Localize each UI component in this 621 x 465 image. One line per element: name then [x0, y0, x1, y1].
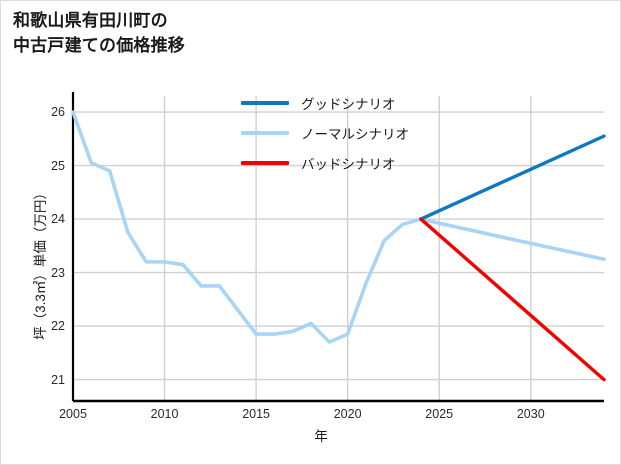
y-tick-label: 22 [51, 319, 65, 334]
legend-swatch-icon [241, 131, 289, 135]
y-tick-label: 23 [51, 265, 65, 280]
data-series-group [71, 110, 606, 382]
legend-label: バッドシナリオ [301, 157, 396, 172]
legend-swatch-icon [241, 101, 289, 105]
y-tick-label: 26 [51, 105, 65, 120]
x-tick-label: 2025 [425, 407, 454, 421]
chart-title: 和歌山県有田川町の 中古戸建ての価格推移 [13, 11, 185, 55]
legend-label: ノーマルシナリオ [301, 127, 409, 142]
y-tick-label: 25 [51, 158, 65, 173]
chart-legend: グッドシナリオ ノーマルシナリオ バッドシナリオ [241, 93, 409, 173]
x-tick-label: 2020 [333, 407, 362, 421]
legend-item[interactable]: ノーマルシナリオ [241, 123, 409, 143]
y-tick-label: 24 [51, 212, 65, 227]
legend-label: グッドシナリオ [301, 97, 396, 112]
y-tick-label: 21 [51, 372, 65, 387]
x-tick-label: 2015 [242, 407, 270, 421]
legend-item[interactable]: バッドシナリオ [241, 153, 409, 173]
legend-swatch-icon [241, 161, 289, 165]
x-tick-label: 2030 [516, 407, 545, 421]
x-tick-label: 2005 [59, 407, 87, 421]
axis-lines [71, 92, 604, 403]
legend-item[interactable]: グッドシナリオ [241, 93, 409, 113]
x-axis-label: 年 [314, 429, 328, 444]
y-axis-label: 坪（3.3㎡）単価（万円） [33, 186, 48, 340]
x-tick-label: 2010 [150, 407, 179, 421]
